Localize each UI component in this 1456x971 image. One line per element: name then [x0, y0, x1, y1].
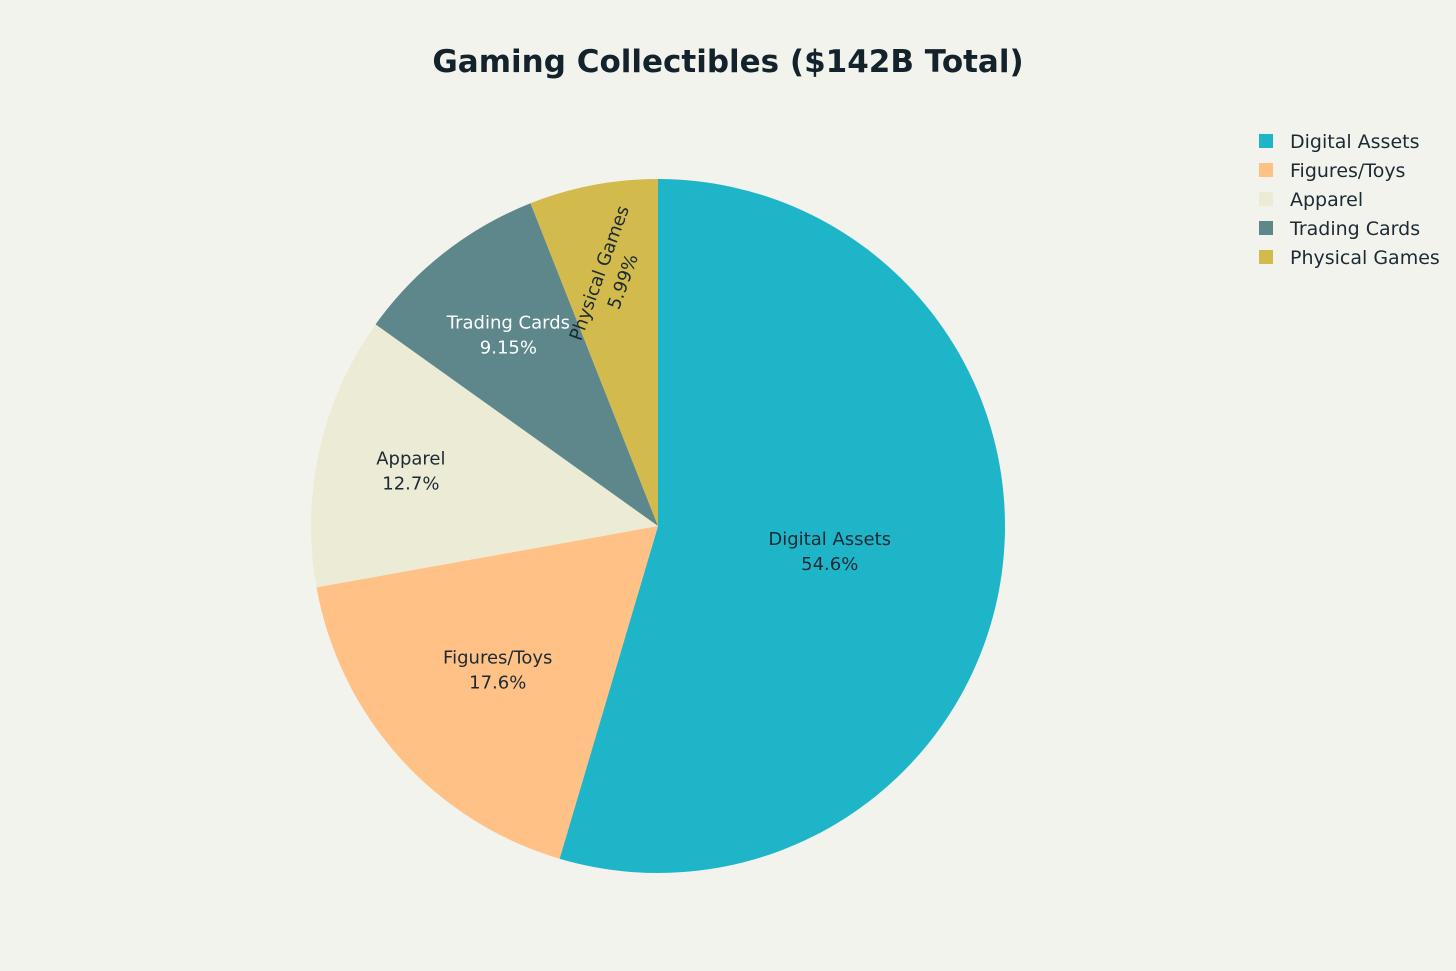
legend-label: Apparel [1290, 189, 1363, 211]
legend-swatch [1259, 221, 1273, 235]
pie-slice-apparel [311, 324, 658, 588]
legend-item-apparel: Apparel [1259, 189, 1363, 211]
slices-layer [311, 179, 1005, 873]
chart-title: Gaming Collectibles ($142B Total) [432, 44, 1023, 80]
pie-slice-digital-assets [559, 179, 1005, 873]
pie-slice-figures-toys [316, 526, 658, 859]
legend-label: Figures/Toys [1290, 160, 1405, 182]
legend-swatch [1259, 250, 1273, 264]
legend-item-digital-assets: Digital Assets [1259, 131, 1420, 153]
legend-item-physical-games: Physical Games [1259, 247, 1440, 269]
legend-label: Trading Cards [1289, 218, 1420, 240]
legend-swatch [1259, 163, 1273, 177]
legend: Digital Assets Figures/Toys Apparel Trading… [1259, 131, 1440, 269]
slice-category-label: Figures/Toys [443, 648, 552, 669]
legend-swatch [1259, 192, 1273, 206]
slice-label-figures-toys: Figures/Toys 17.6% [443, 648, 552, 694]
slice-value-label: 12.7% [382, 473, 439, 494]
slice-label-trading-cards: Trading Cards 9.15% [446, 313, 570, 359]
slice-value-label: 9.15% [480, 338, 537, 359]
slice-category-label: Trading Cards [446, 313, 570, 334]
pie-slice-trading-cards [375, 203, 658, 526]
slice-category-label: Digital Assets [768, 529, 891, 550]
legend-label: Physical Games [1290, 247, 1440, 269]
legend-item-trading-cards: Trading Cards [1259, 218, 1420, 240]
slice-category-label: Apparel [376, 448, 445, 469]
slice-label-apparel: Apparel 12.7% [376, 448, 445, 494]
slice-value-label: 17.6% [469, 673, 526, 694]
pie-slice-physical-games [530, 179, 658, 526]
legend-swatch [1259, 134, 1273, 148]
legend-item-figures-toys: Figures/Toys [1259, 160, 1405, 182]
slice-label-digital-assets: Digital Assets 54.6% [768, 529, 891, 575]
legend-label: Digital Assets [1290, 131, 1420, 153]
slice-value-label: 54.6% [801, 554, 858, 575]
